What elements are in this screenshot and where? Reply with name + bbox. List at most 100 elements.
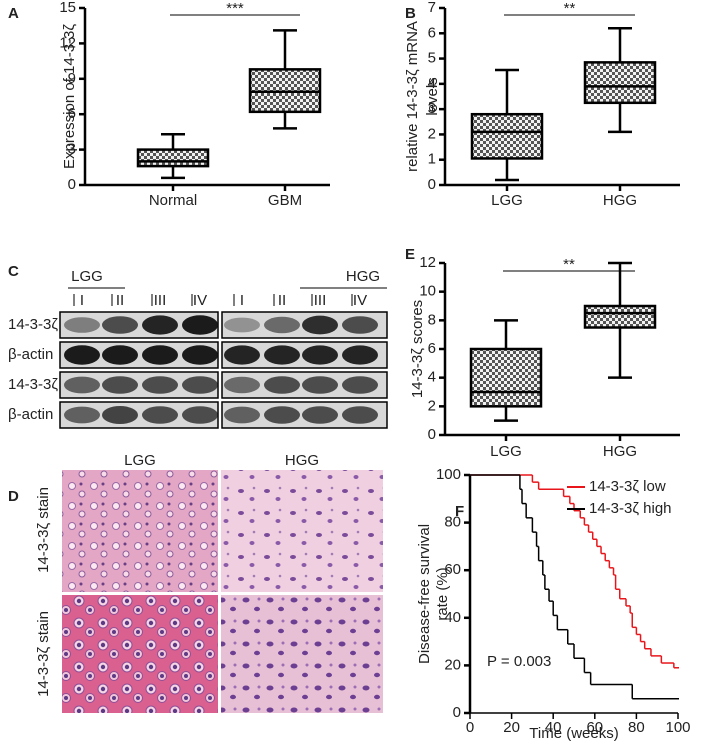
significance: ***	[226, 0, 244, 17]
y-tick-label: 8	[428, 311, 436, 328]
y-tick-label: 40	[444, 609, 461, 626]
x-tick-label: 100	[665, 719, 690, 736]
band	[264, 376, 300, 394]
band	[302, 406, 338, 424]
band	[102, 345, 138, 365]
panel-letter: B	[405, 5, 416, 22]
y-tick-label: 20	[444, 656, 461, 673]
band	[182, 345, 218, 365]
x-tick-label: Normal	[149, 192, 197, 209]
x-tick-label: HGG	[603, 192, 637, 209]
band	[342, 376, 378, 394]
band	[64, 317, 100, 333]
band	[224, 345, 260, 365]
box	[470, 112, 544, 160]
micrograph	[221, 470, 383, 592]
band	[342, 406, 378, 424]
y-axis-label: Disease-free survival	[416, 524, 433, 664]
band	[302, 376, 338, 394]
lane-label: II	[116, 292, 124, 309]
group-label: LGG	[71, 268, 103, 285]
y-tick-label: 0	[453, 704, 461, 721]
band	[102, 316, 138, 334]
band	[224, 406, 260, 424]
y-tick-label: 6	[428, 340, 436, 357]
y-axis-label: 14-3-3ζ scores	[409, 300, 426, 398]
band	[302, 345, 338, 365]
x-tick-label: LGG	[491, 192, 523, 209]
x-tick-label: GBM	[268, 192, 302, 209]
band	[342, 316, 378, 334]
column-label: LGG	[124, 452, 156, 469]
y-tick-label: 10	[419, 283, 436, 300]
band	[102, 376, 138, 394]
y-tick-label: 2	[428, 397, 436, 414]
legend-label: 14-3-3ζ low	[589, 478, 666, 495]
panel-letter: A	[8, 5, 19, 22]
x-tick-label: 60	[586, 719, 603, 736]
band	[224, 376, 260, 394]
row-label: β-actin	[8, 406, 53, 423]
x-tick-label: 0	[466, 719, 474, 736]
box	[469, 347, 543, 408]
legend-label: 14-3-3ζ high	[589, 500, 672, 517]
panel-letter: C	[8, 263, 19, 280]
y-tick-label: 6	[68, 105, 76, 122]
y-tick-label: 6	[428, 24, 436, 41]
y-tick-label: 3	[68, 141, 76, 158]
y-tick-label: 80	[444, 514, 461, 531]
y-tick-label: 4	[428, 369, 436, 386]
annotation: P = 0.003	[487, 653, 551, 670]
panel-letter: F	[455, 503, 464, 520]
micrograph	[221, 595, 383, 713]
y-axis-label: relative 14-3-3ζ mRNA	[404, 21, 421, 172]
lane-label: III	[154, 292, 167, 309]
y-axis-label: levels	[424, 77, 441, 115]
x-tick-label: 80	[628, 719, 645, 736]
band	[264, 345, 300, 365]
box	[136, 148, 210, 168]
row-label: 14-3-3ζ	[8, 316, 58, 333]
x-axis-label: Time (weeks)	[529, 725, 618, 742]
box	[583, 61, 657, 105]
row-label: 14-3-3ζ stain	[35, 611, 52, 697]
band	[302, 315, 338, 335]
y-tick-label: 15	[59, 0, 76, 16]
y-tick-label: 9	[68, 70, 76, 87]
significance: **	[563, 256, 575, 273]
row-label: 14-3-3ζ stain	[35, 487, 52, 573]
lane-label: IV	[193, 292, 207, 309]
y-tick-label: 4	[428, 75, 436, 92]
y-tick-label: 5	[428, 50, 436, 67]
lane-label: III	[314, 292, 327, 309]
band	[264, 316, 300, 334]
lane-label: IV	[353, 292, 367, 309]
band	[182, 406, 218, 424]
band	[142, 406, 178, 424]
band	[224, 317, 260, 333]
y-tick-label: 7	[428, 0, 436, 16]
group-label: HGG	[346, 268, 380, 285]
band	[264, 406, 300, 424]
band	[182, 376, 218, 394]
significance: **	[564, 0, 576, 17]
y-tick-label: 60	[444, 561, 461, 578]
band	[342, 345, 378, 365]
panel-letter: E	[405, 246, 415, 263]
y-tick-label: 3	[428, 100, 436, 117]
band	[102, 406, 138, 424]
y-axis-label: Expression of 14-3-3ζ	[61, 24, 78, 169]
micrograph	[62, 470, 218, 592]
y-tick-label: 0	[428, 176, 436, 193]
x-tick-label: 20	[503, 719, 520, 736]
y-tick-label: 12	[59, 34, 76, 51]
band	[64, 345, 100, 365]
lane-label: II	[278, 292, 286, 309]
box	[583, 304, 657, 329]
panel-letter: D	[8, 488, 19, 505]
micrograph	[62, 595, 218, 713]
row-label: β-actin	[8, 346, 53, 363]
band	[64, 406, 100, 424]
